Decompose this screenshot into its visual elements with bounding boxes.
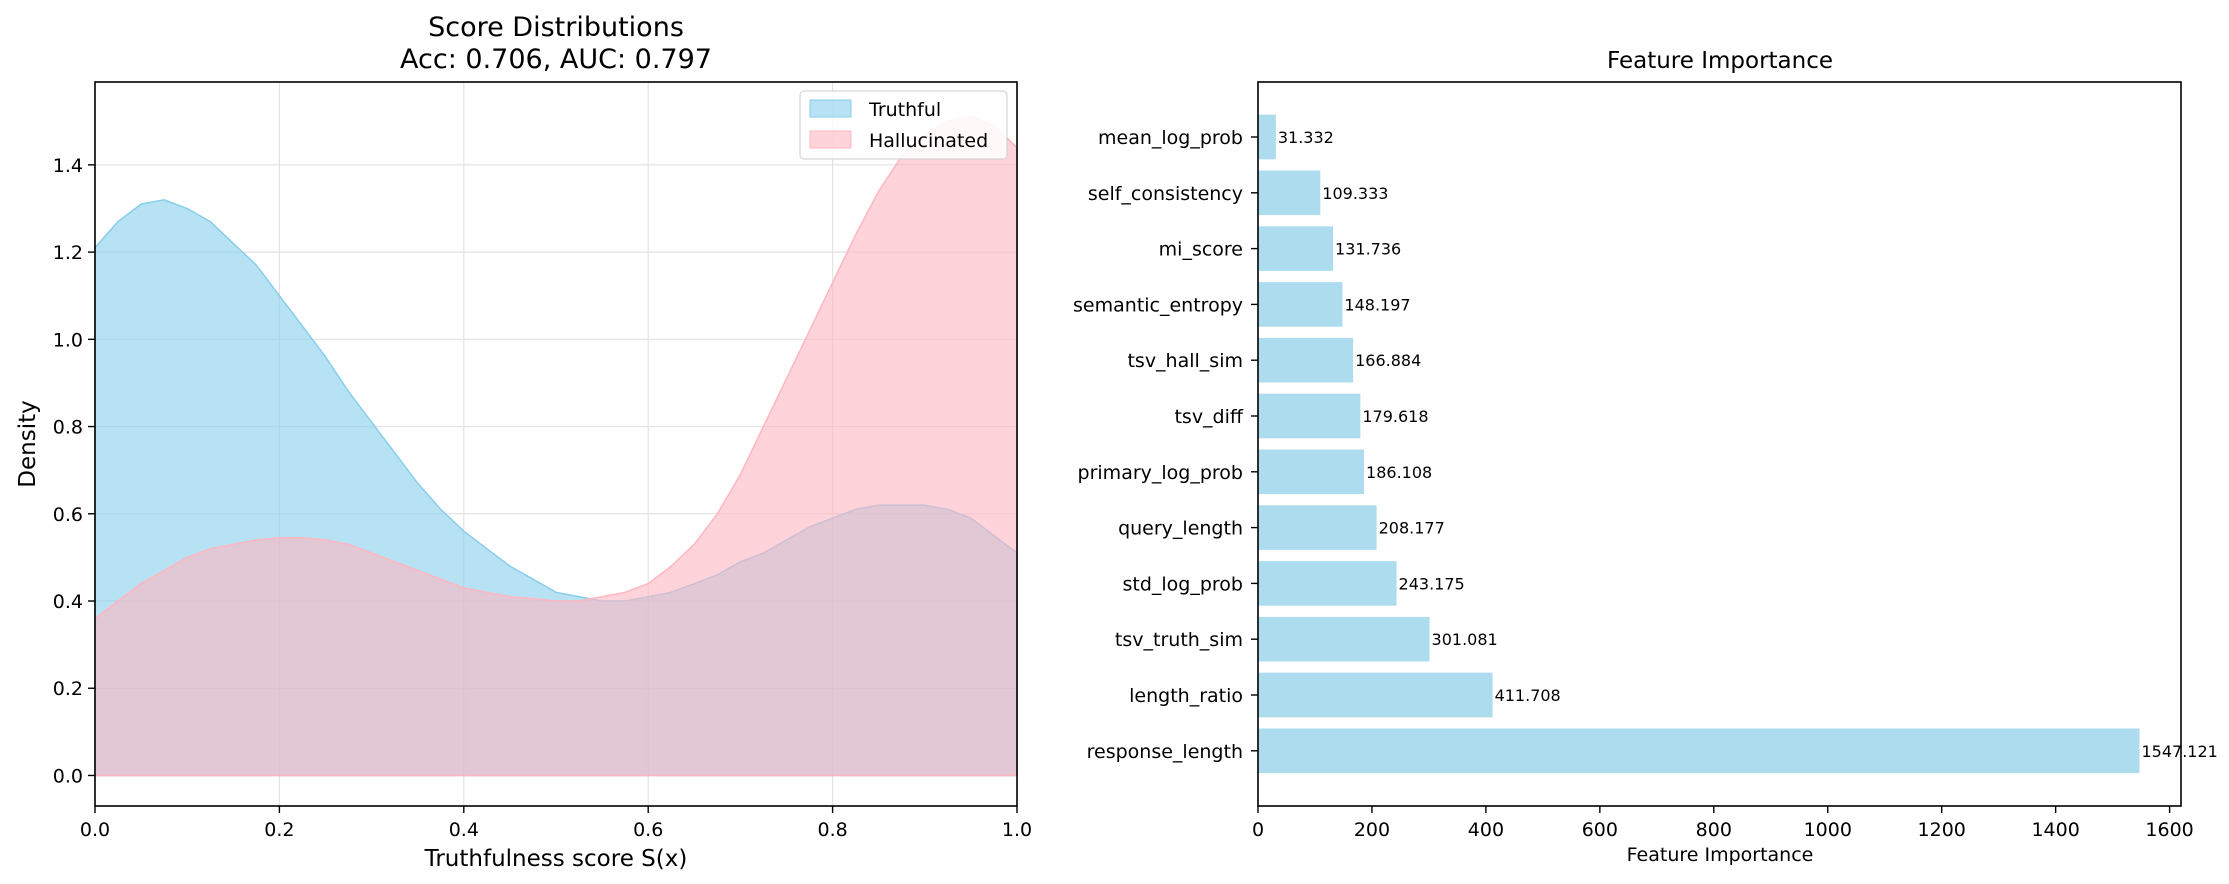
- x-tick-label: 200: [1354, 819, 1390, 841]
- x-tick-label: 1000: [1804, 819, 1852, 841]
- density-y-axis-label: Density: [15, 400, 41, 487]
- legend-swatch-hallucinated: [809, 130, 852, 149]
- y-tick-label: 0.6: [53, 504, 83, 526]
- density-areas: [94, 116, 1018, 777]
- legend-label-hallucinated: Hallucinated: [869, 130, 988, 152]
- bar-tsv-diff: [1258, 393, 1361, 439]
- density-chart: Score Distributions Acc: 0.706, AUC: 0.7…: [15, 12, 1032, 872]
- y-tick-label: 0.0: [53, 765, 83, 787]
- bar-mi-score: [1258, 226, 1334, 271]
- category-label: semantic_entropy: [1073, 294, 1243, 316]
- bar-query-length: [1258, 505, 1377, 550]
- category-label: tsv_truth_sim: [1115, 629, 1243, 651]
- feature-x-axis-label: Feature Importance: [1627, 844, 1814, 866]
- bar-length-ratio: [1258, 672, 1493, 718]
- bar-mean-log-prob: [1258, 114, 1276, 160]
- x-tick-label: 1400: [2031, 819, 2079, 841]
- density-x-ticks: 0.0 0.2 0.4 0.6 0.8 1.0: [80, 806, 1032, 841]
- category-label: mean_log_prob: [1098, 127, 1243, 149]
- density-chart-title: Score Distributions: [428, 12, 684, 43]
- feature-plot-frame: [1257, 81, 2182, 807]
- category-label: query_length: [1118, 518, 1243, 540]
- bar-tsv-truth-sim: [1258, 616, 1430, 662]
- density-y-ticks: 0.0 0.2 0.4 0.6 0.8 1.0 1.2 1.4: [53, 155, 95, 787]
- x-tick-label: 0.0: [80, 819, 110, 841]
- x-tick-label: 800: [1696, 819, 1732, 841]
- feature-y-ticks: mean_log_prob self_consistency mi_scoresem…: [1073, 127, 1258, 763]
- bar-value-label: 208.177: [1379, 519, 1445, 538]
- category-label: tsv_hall_sim: [1127, 350, 1243, 372]
- x-tick-label: 0.2: [264, 819, 294, 841]
- bar-primary-log-prob: [1258, 449, 1365, 495]
- bar-value-label: 148.197: [1344, 295, 1410, 314]
- category-label: mi_score: [1159, 239, 1243, 261]
- bar-std-log-prob: [1258, 561, 1397, 606]
- x-tick-label: 600: [1582, 819, 1618, 841]
- y-tick-label: 0.8: [53, 417, 83, 439]
- bar-value-label: 301.081: [1432, 630, 1498, 649]
- bar-value-label: 131.736: [1335, 240, 1401, 259]
- bar-value-label: 243.175: [1399, 574, 1465, 593]
- legend-label-truthful: Truthful: [868, 99, 941, 121]
- feature-bars: 31.332 109.333 131.736 148.197 166.884 179.61…: [1258, 114, 2218, 774]
- bar-value-label: 411.708: [1495, 686, 1561, 705]
- bar-semantic-entropy: [1258, 282, 1343, 327]
- y-tick-label: 1.2: [53, 242, 83, 264]
- bar-value-label: 186.108: [1366, 463, 1432, 482]
- bar-value-label: 109.333: [1322, 184, 1388, 203]
- bar-value-label: 179.618: [1362, 407, 1428, 426]
- x-tick-label: 0.6: [633, 819, 663, 841]
- feature-chart-title: Feature Importance: [1607, 48, 1833, 74]
- density-legend: Truthful Hallucinated: [799, 90, 1008, 160]
- category-label: std_log_prob: [1122, 573, 1243, 595]
- x-tick-label: 0.4: [449, 819, 479, 841]
- y-tick-label: 0.4: [53, 591, 83, 613]
- bar-value-label: 1547.121: [2141, 742, 2217, 761]
- density-plot-frame: [94, 81, 1018, 807]
- x-tick-label: 1600: [2145, 819, 2193, 841]
- density-area-hallucinated: [94, 116, 1018, 777]
- category-label: self_consistency: [1088, 183, 1243, 205]
- category-label: primary_log_prob: [1078, 462, 1243, 484]
- feature-importance-chart: Feature Importance 31.332 109.333 131.736 1…: [1073, 48, 2218, 866]
- bar-self-consistency: [1258, 170, 1321, 216]
- x-tick-label: 1200: [1918, 819, 1966, 841]
- legend-swatch-truthful: [809, 99, 852, 118]
- x-tick-label: 0: [1252, 819, 1264, 841]
- legend-frame: [799, 90, 1008, 160]
- category-label: response_length: [1087, 741, 1243, 763]
- density-chart-subtitle: Acc: 0.706, AUC: 0.797: [400, 44, 712, 75]
- y-tick-label: 1.4: [53, 155, 83, 177]
- feature-x-ticks: 0 200 400 600 800 1000 1200 1400 1600: [1252, 806, 2194, 841]
- x-tick-label: 400: [1468, 819, 1504, 841]
- x-tick-label: 0.8: [817, 819, 847, 841]
- y-tick-label: 1.0: [53, 329, 83, 351]
- bar-tsv-hall-sim: [1258, 337, 1354, 383]
- density-x-axis-label: Truthfulness score S(x): [424, 846, 688, 872]
- category-label: tsv_diff: [1174, 406, 1243, 428]
- y-tick-label: 0.2: [53, 678, 83, 700]
- bar-value-label: 31.332: [1278, 128, 1334, 147]
- bar-response-length: [1258, 728, 2140, 774]
- bar-value-label: 166.884: [1355, 351, 1421, 370]
- category-label: length_ratio: [1129, 685, 1243, 707]
- x-tick-label: 1.0: [1002, 819, 1032, 841]
